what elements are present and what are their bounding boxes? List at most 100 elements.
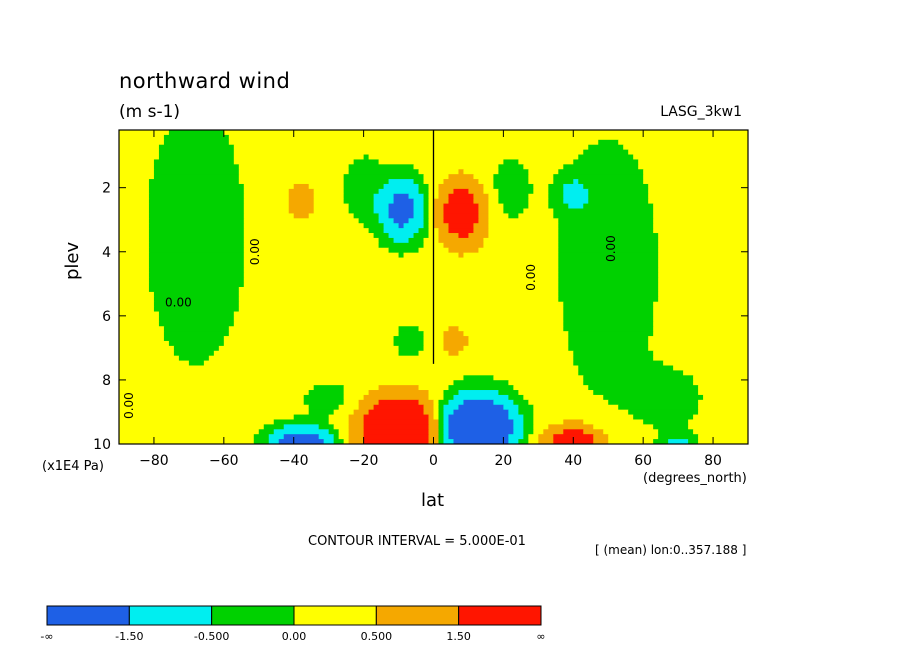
field-cell bbox=[493, 183, 534, 190]
field-cell bbox=[283, 434, 320, 440]
x-tick-label: 40 bbox=[564, 453, 582, 469]
field-cell bbox=[558, 277, 659, 283]
field-cell bbox=[453, 439, 509, 445]
field-cell bbox=[233, 144, 589, 151]
contour-label: 0.00 bbox=[165, 296, 192, 310]
field-cell bbox=[383, 183, 419, 190]
field-cell bbox=[233, 316, 564, 322]
field-cell bbox=[413, 233, 429, 239]
field-cell bbox=[433, 208, 444, 214]
field-cell bbox=[478, 218, 489, 224]
field-cell bbox=[153, 296, 240, 303]
field-cell bbox=[443, 394, 454, 401]
field-cell bbox=[508, 434, 524, 440]
field-cell bbox=[393, 198, 414, 204]
field-cell bbox=[119, 149, 160, 155]
field-cell bbox=[523, 419, 534, 425]
field-cell bbox=[119, 336, 165, 342]
field-cell bbox=[119, 218, 150, 224]
colorbar-swatch bbox=[458, 605, 542, 626]
field-cell bbox=[653, 311, 749, 317]
field-cell bbox=[243, 272, 559, 278]
field-cell bbox=[428, 424, 439, 430]
field-cell bbox=[243, 262, 559, 268]
colorbar-label: 0.00 bbox=[282, 630, 307, 643]
field-cell bbox=[148, 262, 245, 268]
field-cell bbox=[493, 375, 584, 381]
field-cell bbox=[238, 179, 345, 185]
field-cell bbox=[148, 267, 245, 273]
field-cell bbox=[658, 247, 749, 254]
field-cell bbox=[119, 154, 160, 160]
field-cell bbox=[578, 154, 634, 160]
colorbar-swatch bbox=[211, 605, 295, 626]
field-cell bbox=[663, 360, 749, 366]
field-cell bbox=[353, 159, 379, 165]
field-cell bbox=[693, 429, 749, 435]
field-cell bbox=[523, 164, 564, 170]
field-cell bbox=[488, 233, 559, 239]
field-cell bbox=[443, 213, 479, 219]
field-cell bbox=[558, 218, 654, 224]
field-cell bbox=[243, 198, 290, 204]
field-cell bbox=[403, 252, 459, 258]
field-cell bbox=[238, 169, 350, 175]
y-tick-label: 4 bbox=[102, 245, 111, 261]
field-cell bbox=[543, 429, 564, 435]
field-cell bbox=[693, 375, 749, 381]
field-cell bbox=[473, 193, 489, 200]
field-cell bbox=[553, 174, 644, 180]
field-cell bbox=[348, 414, 365, 420]
field-cell bbox=[363, 439, 429, 445]
field-cell bbox=[313, 188, 345, 195]
y-tick-label: 2 bbox=[102, 181, 111, 197]
field-cell bbox=[408, 193, 424, 200]
field-cell bbox=[428, 223, 434, 229]
field-cell bbox=[318, 434, 335, 440]
field-cell bbox=[393, 193, 409, 200]
field-cell bbox=[148, 183, 245, 190]
field-cell bbox=[243, 277, 559, 283]
field-cell bbox=[348, 424, 365, 430]
field-cell bbox=[119, 247, 150, 254]
field-cell bbox=[568, 331, 654, 337]
field-cell bbox=[693, 414, 749, 420]
field-cell bbox=[343, 390, 369, 396]
field-cell bbox=[438, 414, 444, 420]
field-cell bbox=[503, 159, 519, 165]
field-cell bbox=[438, 193, 449, 200]
field-cell bbox=[478, 208, 489, 214]
field-cell bbox=[119, 134, 165, 141]
field-cell bbox=[558, 272, 659, 278]
field-cell bbox=[168, 340, 225, 347]
field-cell bbox=[243, 208, 290, 214]
field-cell bbox=[438, 233, 459, 239]
field-cell bbox=[308, 409, 335, 415]
field-cell bbox=[443, 439, 454, 445]
field-cell bbox=[158, 149, 235, 155]
contour-label: 0.00 bbox=[122, 392, 136, 419]
field-cell bbox=[448, 223, 474, 229]
field-cell bbox=[358, 404, 374, 411]
field-cell bbox=[468, 233, 489, 239]
x-tick-label: 0 bbox=[429, 453, 438, 469]
field-cell bbox=[258, 429, 275, 435]
field-cell bbox=[438, 188, 454, 195]
field-cell bbox=[119, 139, 165, 146]
field-cell bbox=[563, 164, 639, 170]
field-cell bbox=[513, 424, 524, 430]
field-cell bbox=[443, 345, 464, 352]
field-cell bbox=[293, 183, 310, 190]
field-cell bbox=[373, 203, 389, 209]
field-cell bbox=[643, 419, 689, 425]
field-cell bbox=[518, 439, 529, 445]
field-cell bbox=[693, 380, 749, 386]
y-tick-label: 6 bbox=[102, 309, 111, 325]
x-tick-label: 20 bbox=[494, 453, 512, 469]
x-tick-label: −60 bbox=[209, 453, 239, 469]
field-cell bbox=[658, 434, 699, 440]
field-cell bbox=[653, 350, 749, 357]
x-tick-label: −40 bbox=[279, 453, 309, 469]
field-cell bbox=[563, 183, 584, 190]
colorbar: -∞ -1.50 -0.500 0.00 0.500 1.50 ∞ bbox=[40, 605, 546, 643]
